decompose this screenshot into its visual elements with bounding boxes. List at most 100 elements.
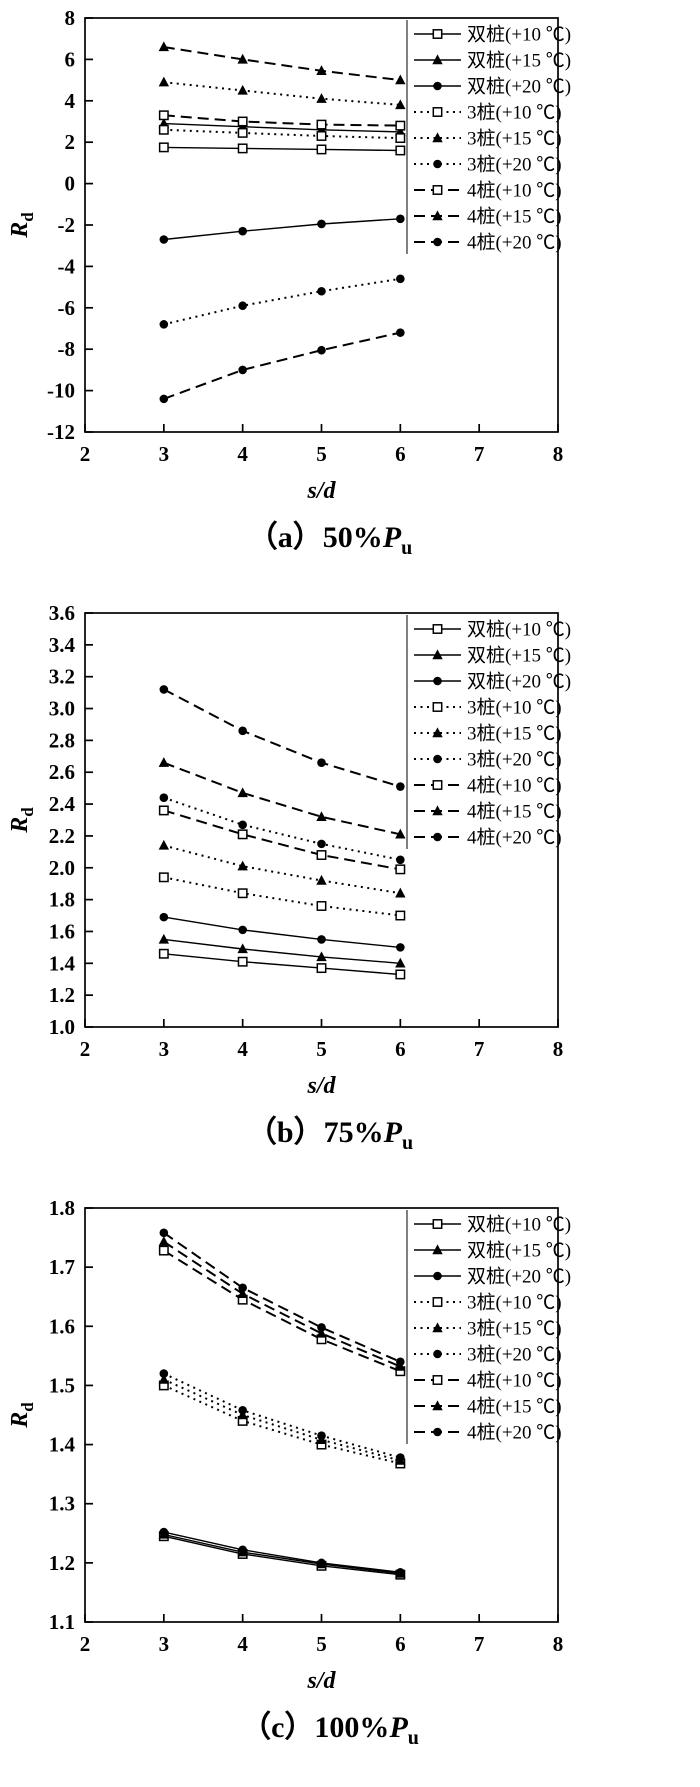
marker-square-open [158, 805, 169, 816]
series-7 [158, 1236, 406, 1371]
x-tick-label: 6 [395, 1037, 406, 1061]
caption-b-symbol: P [383, 1116, 402, 1149]
chart-a: 2 3 4 5 6 7 8 -12 -10 -8 -6 -4 -2 0 2 4 6 8 双桩(+10 ℃) 双桩(+1… [0, 0, 700, 565]
marker-circle-filled [433, 1349, 442, 1359]
marker-triangle-filled [237, 84, 248, 95]
series-line [163, 809, 401, 871]
marker-circle-filled [433, 676, 442, 686]
legend-label: 4桩(+20 ℃) [467, 827, 562, 849]
x-tick-label: 5 [316, 1037, 327, 1061]
legend-label: 双桩(+10 ℃) [467, 1214, 571, 1236]
legend-label: 双桩(+15 ℃) [467, 1240, 571, 1262]
legend-entry-8: 4桩(+20 ℃) [414, 232, 562, 254]
y-tick-label: 2.8 [49, 728, 75, 752]
marker-triangle-filled [158, 76, 170, 87]
marker-square-open [395, 145, 406, 156]
y-tick-label: 2.2 [49, 824, 75, 848]
legend-entry-8: 4桩(+20 ℃) [414, 827, 562, 849]
series-line [163, 1384, 401, 1465]
legend-label: 双桩(+15 ℃) [467, 50, 571, 72]
y-tick-label: 6 [65, 47, 76, 71]
marker-square-open [237, 956, 248, 967]
marker-square-open [237, 829, 248, 840]
marker-square-open [395, 120, 406, 131]
chart-c: 2 3 4 5 6 7 8 1.1 1.2 1.3 1.4 1.5 1.6 1.7 1.8 双桩(+10 ℃)… [0, 1190, 700, 1755]
marker-circle-filled [159, 793, 169, 803]
marker-circle-filled [159, 1369, 169, 1378]
x-axis: 2 3 4 5 6 7 8 [80, 1019, 563, 1061]
y-tick-label: 1.1 [49, 1610, 75, 1634]
marker-circle-filled [433, 832, 442, 842]
marker-circle-filled [238, 1283, 247, 1293]
marker-square-open [237, 888, 248, 899]
marker-circle-filled [317, 1431, 326, 1440]
marker-circle-filled [159, 685, 169, 694]
y-tick-label: -12 [47, 420, 75, 444]
series-line [163, 1372, 401, 1459]
marker-circle-filled [159, 235, 169, 244]
y-tick-label: 3.4 [49, 633, 76, 657]
legend-entry-7: 4桩(+15 ℃) [414, 801, 562, 823]
marker-triangle-filled [395, 887, 406, 898]
chart-b-caption: （b）75%Pu [0, 1110, 660, 1160]
marker-circle-filled [238, 726, 247, 736]
marker-triangle-filled [237, 1288, 248, 1298]
legend-entry-5: 3桩(+20 ℃) [414, 154, 562, 176]
caption-b-text: （b）75% [246, 1116, 384, 1149]
marker-circle-filled [159, 912, 169, 922]
marker-triangle-filled [158, 933, 170, 944]
x-tick-label: 4 [237, 1037, 248, 1061]
series-line [163, 81, 401, 106]
legend-entry-1: 双桩(+15 ℃) [414, 1240, 571, 1262]
marker-square-open [432, 1297, 443, 1307]
series-line [163, 114, 401, 127]
y-tick-label: 2.0 [49, 856, 75, 880]
legend-entry-0: 双桩(+10 ℃) [414, 619, 571, 641]
marker-triangle-filled [432, 727, 443, 738]
marker-triangle-filled [158, 839, 170, 850]
series-line [163, 1531, 401, 1573]
x-tick-label: 7 [474, 442, 485, 466]
y-tick-label: 2.6 [49, 760, 75, 784]
y-tick-label: 1.5 [49, 1373, 75, 1397]
marker-triangle-filled [395, 828, 406, 839]
x-tick-label: 4 [237, 442, 248, 466]
legend: 双桩(+10 ℃) 双桩(+15 ℃) 双桩(+20 ℃) 3桩(+10 ℃) 3桩(+… [406, 20, 571, 254]
y-tick-label: 1.6 [49, 1314, 75, 1338]
marker-circle-filled [433, 1427, 442, 1437]
marker-circle-filled [433, 81, 442, 91]
marker-triangle-filled [432, 1244, 443, 1255]
marker-square-open [237, 143, 248, 154]
series-line [163, 1533, 401, 1575]
series-line [163, 277, 401, 326]
x-tick-label: 6 [395, 442, 406, 466]
series-2 [159, 214, 405, 244]
y-tick-label: 4 [65, 89, 76, 113]
marker-square-open [316, 850, 327, 860]
x-tick-label: 3 [159, 442, 170, 466]
marker-circle-filled [396, 1357, 405, 1367]
y-tick-label: 1.2 [49, 983, 75, 1007]
series-8 [159, 1228, 405, 1367]
series-5 [159, 1369, 405, 1462]
series-line [163, 128, 401, 140]
marker-circle-filled [317, 935, 326, 944]
marker-square-open [158, 110, 169, 121]
marker-square-open [316, 963, 327, 974]
series-2 [159, 1527, 405, 1577]
series-1 [158, 117, 406, 137]
y-tick-label: 8 [65, 6, 76, 30]
x-tick-label: 7 [474, 1037, 485, 1061]
legend-label: 3桩(+20 ℃) [467, 154, 562, 176]
series-8 [159, 328, 405, 404]
legend-label: 3桩(+20 ℃) [467, 749, 562, 771]
legend-entry-4: 3桩(+15 ℃) [414, 1318, 562, 1340]
x-tick-label: 4 [237, 1632, 248, 1656]
marker-square-open [432, 185, 443, 195]
marker-circle-filled [433, 237, 442, 247]
marker-circle-filled [159, 394, 169, 404]
legend-entry-6: 4桩(+10 ℃) [414, 775, 562, 797]
marker-circle-filled [433, 1271, 442, 1281]
caption-a-text: （a）50% [247, 521, 383, 554]
series-5 [159, 793, 405, 865]
